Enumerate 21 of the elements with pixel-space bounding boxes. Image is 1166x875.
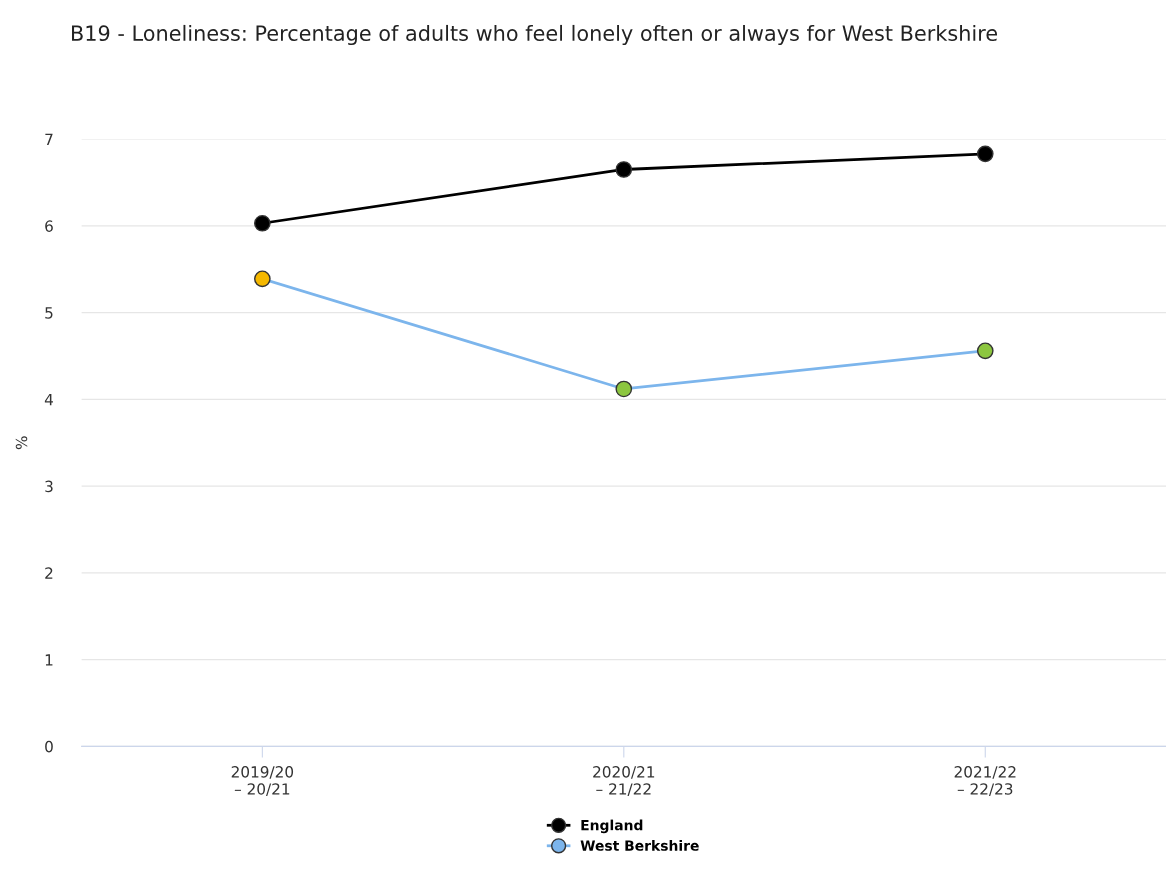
point xyxy=(976,145,994,163)
point xyxy=(976,342,994,360)
y-axis-title: % xyxy=(15,436,28,450)
point xyxy=(254,270,271,288)
legend-label: England xyxy=(581,819,643,834)
point xyxy=(254,214,271,232)
point xyxy=(615,161,633,178)
y-tick-label: 1 xyxy=(45,654,53,666)
point xyxy=(615,380,633,398)
y-tick-label: 0 xyxy=(45,740,53,753)
x-tick-label: 2019/20 – 20/21 xyxy=(231,766,294,796)
y-tick-label: 5 xyxy=(45,307,53,319)
y-tick-label: 7 xyxy=(45,133,53,145)
y-tick-label: 2 xyxy=(45,567,53,579)
x-tick-label: 2020/21 – 21/22 xyxy=(593,766,655,796)
y-tick-label: 6 xyxy=(45,220,53,232)
chart-title: B19 - Loneliness: Percentage of adults who feel lonely often or always for West Berkshire xyxy=(72,24,998,46)
x-tick-label: 2021/22 – 22/23 xyxy=(954,766,1016,796)
legend-label: West Berkshire xyxy=(580,840,699,851)
y-tick-label: 4 xyxy=(44,394,53,406)
y-tick-label: 3 xyxy=(45,480,53,493)
